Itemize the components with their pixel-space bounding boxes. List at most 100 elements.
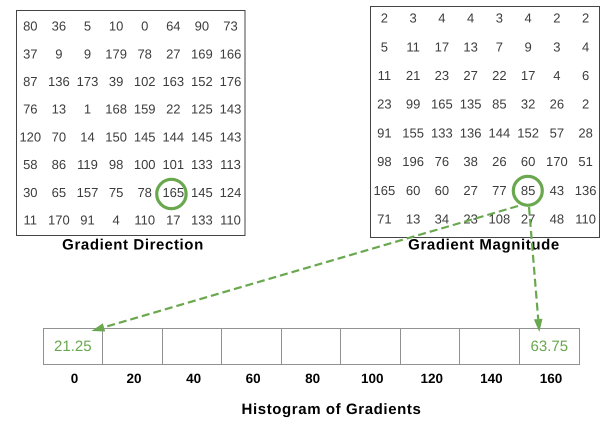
- svg-text:173: 173: [77, 74, 99, 89]
- svg-text:90: 90: [195, 19, 209, 34]
- svg-text:73: 73: [223, 19, 237, 34]
- svg-text:144: 144: [162, 129, 184, 144]
- svg-text:13: 13: [463, 39, 477, 54]
- svg-text:65: 65: [52, 185, 66, 200]
- svg-text:14: 14: [80, 129, 94, 144]
- svg-text:26: 26: [550, 97, 564, 112]
- svg-text:101: 101: [162, 157, 184, 172]
- svg-text:100: 100: [134, 157, 156, 172]
- svg-text:108: 108: [489, 212, 511, 227]
- svg-text:Gradient Magnitude: Gradient Magnitude: [408, 237, 560, 254]
- svg-text:21: 21: [406, 68, 420, 83]
- svg-text:38: 38: [463, 154, 477, 169]
- svg-text:120: 120: [421, 371, 444, 386]
- svg-text:60: 60: [521, 154, 535, 169]
- svg-text:152: 152: [517, 125, 539, 140]
- svg-text:86: 86: [52, 157, 66, 172]
- svg-text:196: 196: [402, 154, 424, 169]
- svg-text:179: 179: [105, 46, 127, 61]
- svg-text:119: 119: [77, 157, 98, 172]
- svg-text:169: 169: [191, 46, 213, 61]
- svg-text:136: 136: [575, 183, 597, 198]
- svg-text:6: 6: [582, 68, 589, 83]
- svg-text:22: 22: [166, 102, 180, 117]
- svg-text:124: 124: [220, 185, 242, 200]
- svg-text:3: 3: [409, 11, 416, 26]
- svg-text:165: 165: [431, 97, 453, 112]
- svg-text:1: 1: [84, 102, 91, 117]
- svg-text:4: 4: [553, 68, 560, 83]
- svg-text:4: 4: [582, 39, 589, 54]
- svg-text:157: 157: [77, 185, 99, 200]
- svg-text:27: 27: [521, 212, 535, 227]
- svg-text:40: 40: [186, 371, 201, 386]
- svg-text:133: 133: [431, 125, 453, 140]
- svg-text:144: 144: [489, 125, 511, 140]
- svg-text:75: 75: [109, 185, 123, 200]
- svg-text:133: 133: [191, 157, 213, 172]
- svg-text:110: 110: [575, 212, 596, 227]
- svg-text:39: 39: [109, 74, 123, 89]
- svg-text:17: 17: [521, 68, 535, 83]
- svg-text:102: 102: [134, 74, 156, 89]
- svg-text:48: 48: [550, 212, 564, 227]
- svg-text:30: 30: [23, 185, 37, 200]
- svg-text:165: 165: [374, 183, 396, 198]
- svg-text:20: 20: [126, 371, 141, 386]
- svg-text:163: 163: [162, 74, 184, 89]
- svg-text:63.75: 63.75: [531, 338, 569, 355]
- svg-text:133: 133: [191, 213, 213, 228]
- svg-text:27: 27: [463, 183, 477, 198]
- svg-text:17: 17: [435, 39, 449, 54]
- svg-text:170: 170: [48, 213, 70, 228]
- svg-text:80: 80: [23, 19, 37, 34]
- svg-text:136: 136: [48, 74, 70, 89]
- svg-text:87: 87: [23, 74, 37, 89]
- svg-text:58: 58: [23, 157, 37, 172]
- svg-text:10: 10: [109, 19, 123, 34]
- svg-text:34: 34: [435, 212, 449, 227]
- svg-text:77: 77: [492, 183, 506, 198]
- svg-text:9: 9: [524, 39, 531, 54]
- svg-text:160: 160: [540, 371, 563, 386]
- svg-text:136: 136: [460, 125, 482, 140]
- svg-text:37: 37: [23, 46, 37, 61]
- svg-text:11: 11: [406, 39, 420, 54]
- svg-text:85: 85: [521, 183, 535, 198]
- svg-text:80: 80: [305, 371, 320, 386]
- svg-text:98: 98: [109, 157, 123, 172]
- svg-text:23: 23: [435, 68, 449, 83]
- svg-text:21.25: 21.25: [54, 338, 92, 355]
- svg-text:23: 23: [377, 97, 391, 112]
- svg-text:43: 43: [550, 183, 564, 198]
- svg-text:78: 78: [137, 46, 151, 61]
- svg-text:4: 4: [524, 11, 531, 26]
- svg-text:28: 28: [578, 125, 592, 140]
- svg-text:7: 7: [496, 39, 503, 54]
- svg-text:145: 145: [191, 185, 213, 200]
- svg-text:5: 5: [381, 39, 388, 54]
- svg-text:0: 0: [71, 371, 79, 386]
- svg-text:3: 3: [496, 11, 503, 26]
- svg-text:4: 4: [438, 11, 445, 26]
- svg-text:32: 32: [521, 97, 535, 112]
- svg-text:2: 2: [582, 11, 589, 26]
- svg-text:60: 60: [406, 183, 420, 198]
- svg-text:99: 99: [406, 97, 420, 112]
- svg-text:26: 26: [492, 154, 506, 169]
- svg-text:91: 91: [80, 213, 94, 228]
- svg-text:17: 17: [166, 213, 180, 228]
- svg-text:98: 98: [377, 154, 391, 169]
- svg-text:2: 2: [582, 97, 589, 112]
- svg-text:36: 36: [52, 19, 66, 34]
- svg-text:22: 22: [492, 68, 506, 83]
- svg-text:145: 145: [191, 129, 213, 144]
- svg-text:125: 125: [191, 102, 213, 117]
- svg-text:2: 2: [381, 11, 388, 26]
- svg-text:176: 176: [220, 74, 242, 89]
- svg-text:168: 168: [105, 102, 127, 117]
- svg-text:71: 71: [377, 212, 391, 227]
- svg-text:85: 85: [492, 97, 506, 112]
- svg-text:140: 140: [480, 371, 503, 386]
- svg-text:0: 0: [141, 19, 148, 34]
